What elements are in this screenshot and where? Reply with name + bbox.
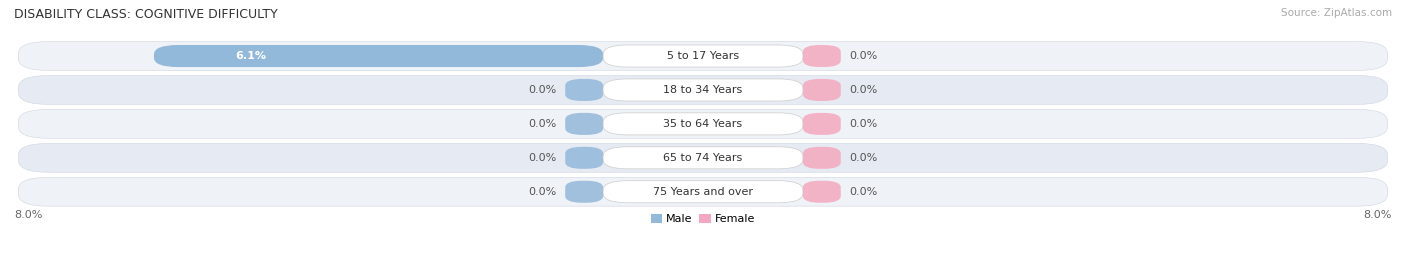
- FancyBboxPatch shape: [603, 113, 803, 135]
- Text: 5 to 17 Years: 5 to 17 Years: [666, 51, 740, 61]
- FancyBboxPatch shape: [155, 45, 603, 67]
- FancyBboxPatch shape: [565, 147, 603, 169]
- FancyBboxPatch shape: [603, 181, 803, 203]
- Text: DISABILITY CLASS: COGNITIVE DIFFICULTY: DISABILITY CLASS: COGNITIVE DIFFICULTY: [14, 8, 278, 21]
- FancyBboxPatch shape: [603, 45, 803, 67]
- FancyBboxPatch shape: [803, 113, 841, 135]
- Text: 0.0%: 0.0%: [529, 85, 557, 95]
- Text: 0.0%: 0.0%: [849, 153, 877, 163]
- FancyBboxPatch shape: [603, 147, 803, 169]
- Text: 65 to 74 Years: 65 to 74 Years: [664, 153, 742, 163]
- Text: 0.0%: 0.0%: [529, 153, 557, 163]
- FancyBboxPatch shape: [803, 45, 841, 67]
- Text: Source: ZipAtlas.com: Source: ZipAtlas.com: [1281, 8, 1392, 18]
- Legend: Male, Female: Male, Female: [651, 214, 755, 224]
- Text: 0.0%: 0.0%: [849, 119, 877, 129]
- FancyBboxPatch shape: [803, 181, 841, 203]
- Text: 18 to 34 Years: 18 to 34 Years: [664, 85, 742, 95]
- Text: 75 Years and over: 75 Years and over: [652, 187, 754, 197]
- Text: 0.0%: 0.0%: [529, 119, 557, 129]
- Text: 0.0%: 0.0%: [849, 187, 877, 197]
- FancyBboxPatch shape: [603, 79, 803, 101]
- Text: 8.0%: 8.0%: [14, 210, 42, 220]
- Text: 0.0%: 0.0%: [849, 51, 877, 61]
- FancyBboxPatch shape: [18, 109, 1388, 138]
- FancyBboxPatch shape: [18, 177, 1388, 206]
- Text: 6.1%: 6.1%: [235, 51, 266, 61]
- FancyBboxPatch shape: [565, 113, 603, 135]
- FancyBboxPatch shape: [803, 79, 841, 101]
- FancyBboxPatch shape: [565, 79, 603, 101]
- Text: 0.0%: 0.0%: [529, 187, 557, 197]
- FancyBboxPatch shape: [18, 42, 1388, 70]
- Text: 8.0%: 8.0%: [1364, 210, 1392, 220]
- Text: 0.0%: 0.0%: [849, 85, 877, 95]
- Text: 35 to 64 Years: 35 to 64 Years: [664, 119, 742, 129]
- FancyBboxPatch shape: [18, 143, 1388, 172]
- FancyBboxPatch shape: [565, 181, 603, 203]
- FancyBboxPatch shape: [803, 147, 841, 169]
- FancyBboxPatch shape: [18, 76, 1388, 104]
